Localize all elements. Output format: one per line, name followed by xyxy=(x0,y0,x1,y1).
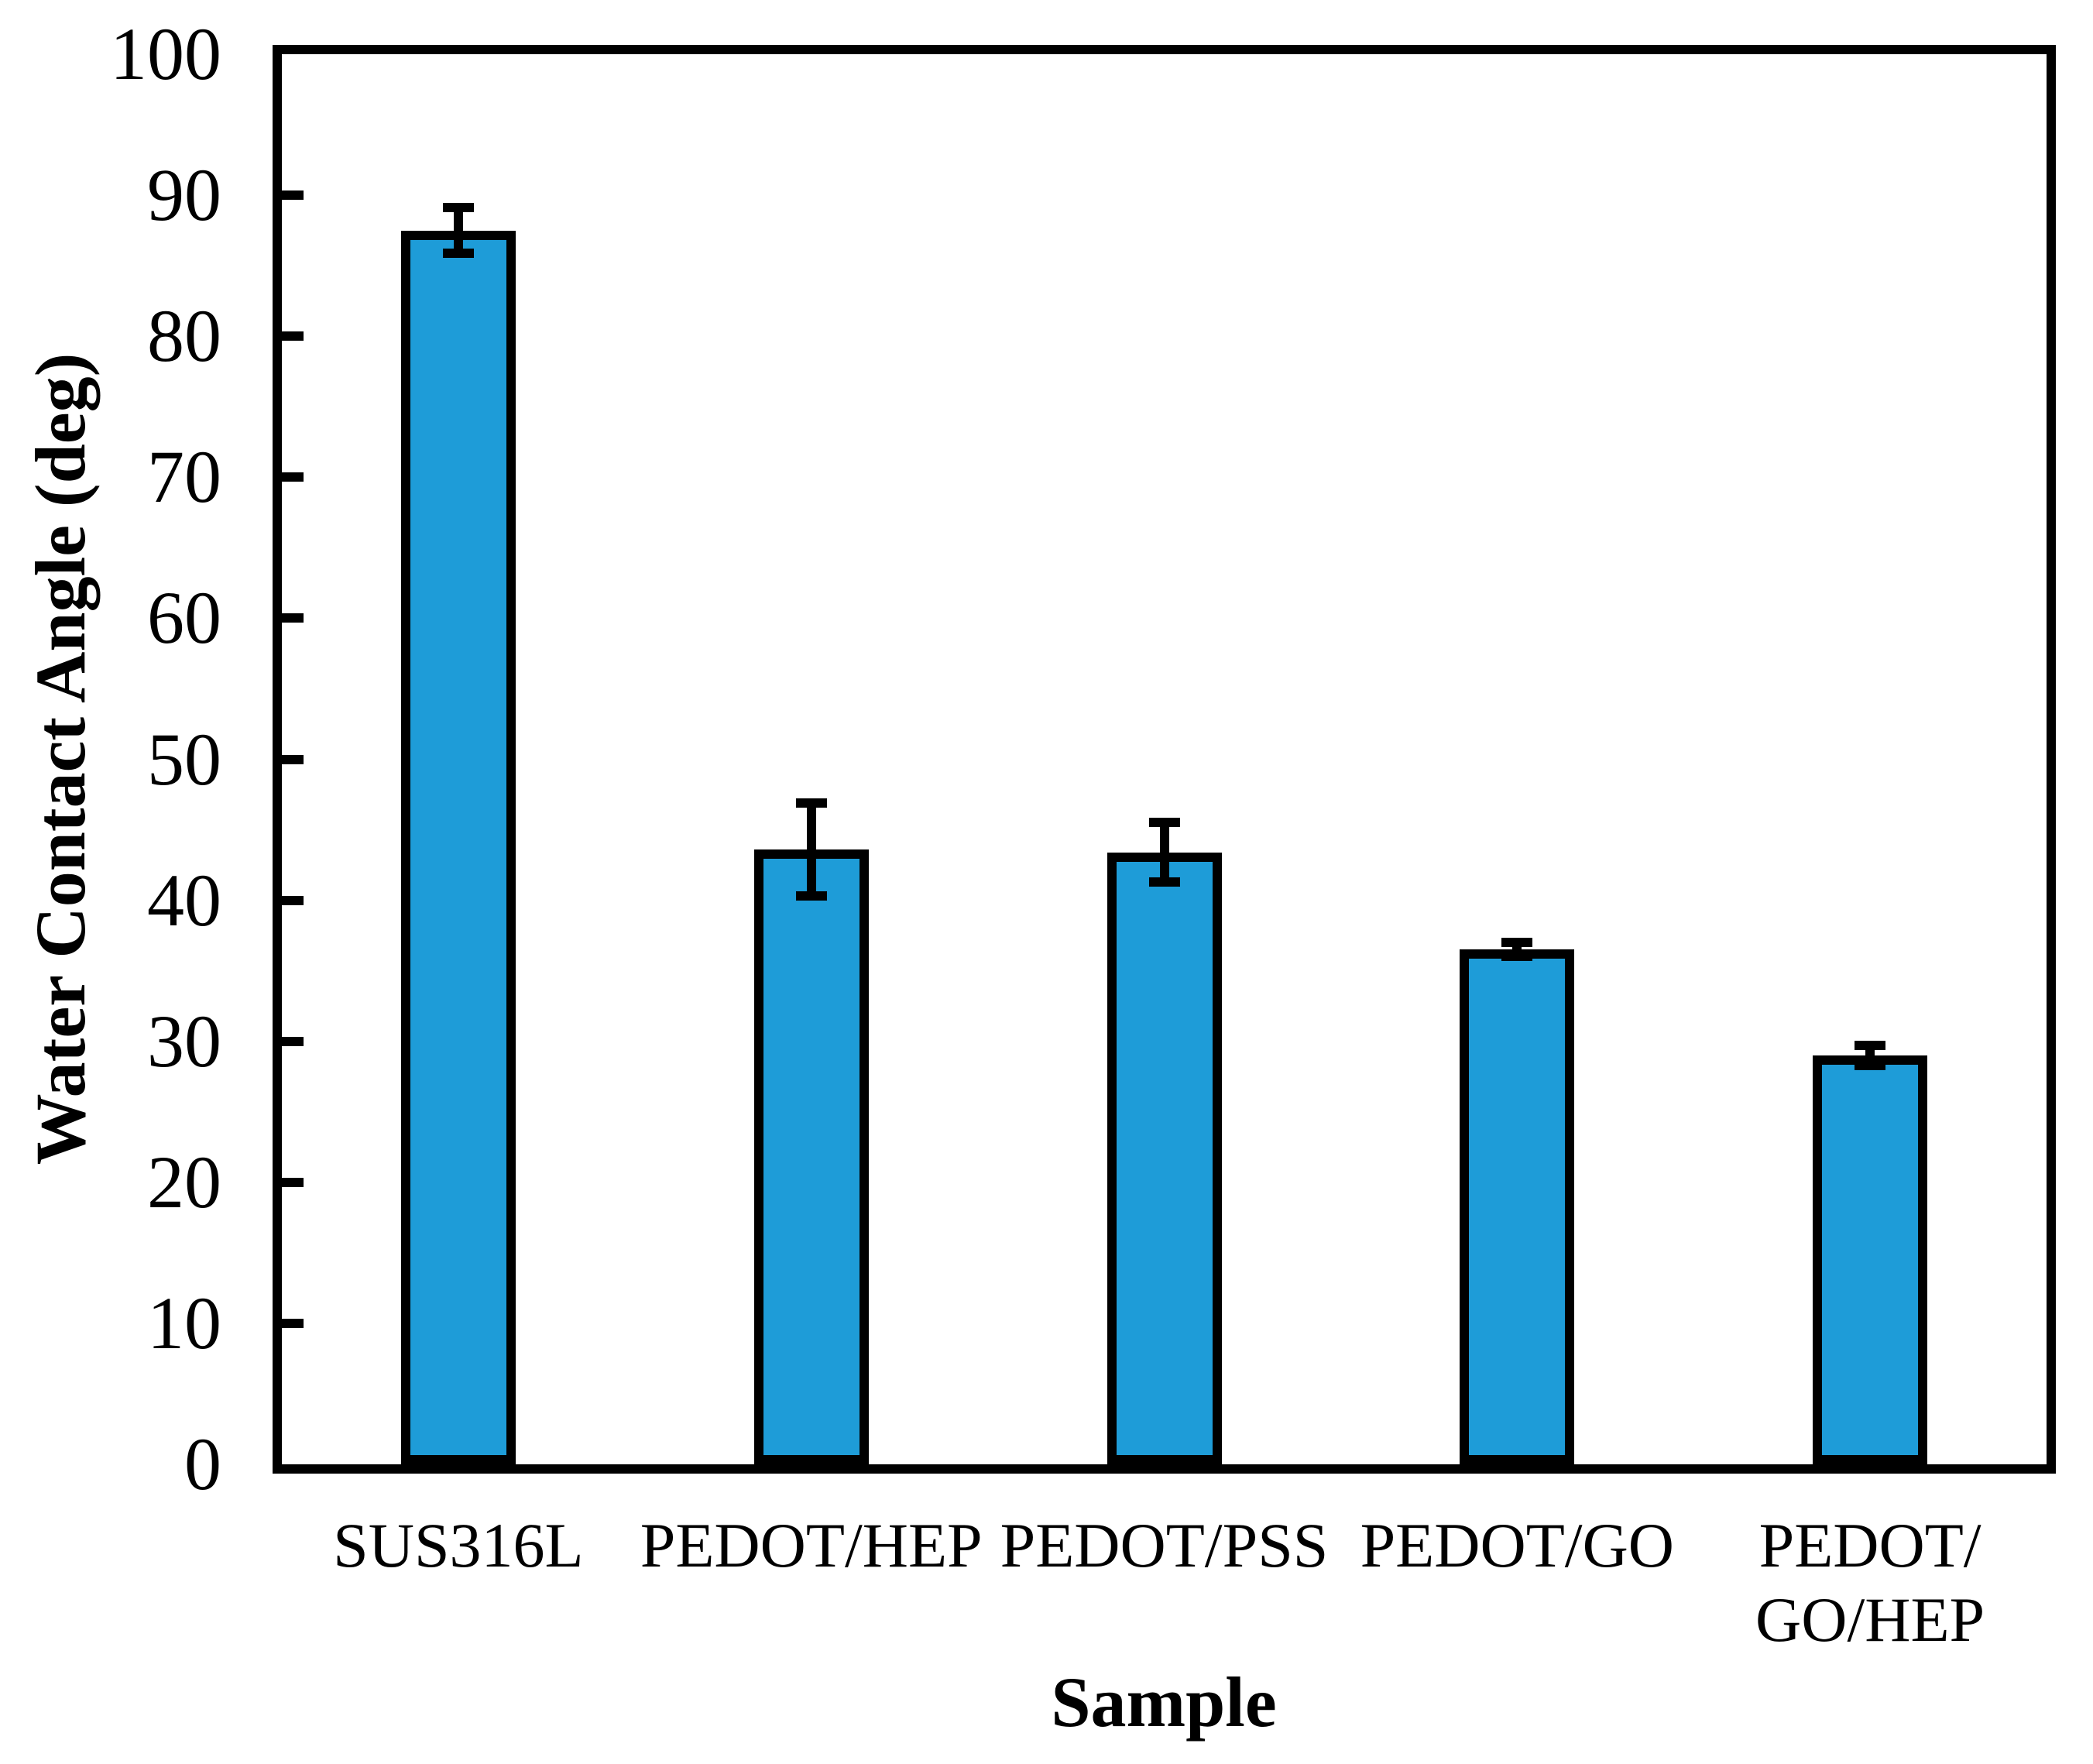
y-axis-tick-60 xyxy=(282,613,304,623)
plot-area xyxy=(282,54,2047,1464)
y-axis-tick-label-0: 0 xyxy=(184,1423,221,1505)
y-axis-tick-label-100: 100 xyxy=(110,12,221,95)
error-bar-pedot-go-top-cap xyxy=(1501,938,1533,948)
bar-sus316l xyxy=(400,230,516,1464)
y-axis-tick-90 xyxy=(282,190,304,201)
y-axis-tick-80 xyxy=(282,331,304,341)
bar-pedot-go-hep xyxy=(1813,1055,1928,1464)
y-axis-tick-label-80: 80 xyxy=(147,294,221,378)
y-axis-tick-label-20: 20 xyxy=(147,1140,221,1223)
error-bar-pedot-pss xyxy=(1159,822,1169,882)
x-axis-tick-label-pedot-hep: PEDOT/HEP xyxy=(640,1510,983,1580)
error-bar-sus316l-bottom-cap xyxy=(442,248,474,258)
error-bar-sus316l xyxy=(453,208,463,253)
y-axis-tick-label-30: 30 xyxy=(147,999,221,1083)
error-bar-pedot-hep-top-cap xyxy=(795,798,827,808)
x-axis-tick-label-pedot-pss: PEDOT/PSS xyxy=(1000,1510,1329,1580)
bar-pedot-go xyxy=(1460,949,1575,1464)
error-bar-pedot-go-bottom-cap xyxy=(1501,952,1533,962)
y-axis-tick-label-60: 60 xyxy=(147,576,221,660)
y-axis-tick-label-90: 90 xyxy=(147,153,221,237)
error-bar-pedot-go-hep-top-cap xyxy=(1855,1041,1886,1051)
x-axis-tick-label-sus316l: SUS316L xyxy=(333,1510,584,1580)
y-axis-tick-40 xyxy=(282,895,304,905)
error-bar-pedot-hep-bottom-cap xyxy=(795,891,827,901)
x-axis-title: Sample xyxy=(1051,1663,1277,1742)
error-bar-sus316l-top-cap xyxy=(442,203,474,213)
y-axis-tick-label-50: 50 xyxy=(147,717,221,801)
error-bar-pedot-pss-bottom-cap xyxy=(1148,877,1180,887)
x-axis-tick-label-pedot-go-hep: PEDOT/GO/HEP xyxy=(1755,1510,1985,1655)
y-axis-tick-10 xyxy=(282,1318,304,1328)
error-bar-pedot-go-hep-bottom-cap xyxy=(1855,1060,1886,1070)
y-axis-tick-label-10: 10 xyxy=(147,1281,221,1364)
bar-pedot-hep xyxy=(753,849,869,1464)
x-axis-tick-label-pedot-go: PEDOT/GO xyxy=(1360,1510,1675,1580)
bar-pedot-pss xyxy=(1107,852,1222,1464)
plot-frame xyxy=(273,45,2056,1474)
error-bar-pedot-hep xyxy=(806,802,816,897)
y-axis-tick-label-70: 70 xyxy=(147,435,221,519)
y-axis-tick-30 xyxy=(282,1036,304,1046)
y-axis-tick-label-40: 40 xyxy=(147,858,221,942)
y-axis-tick-50 xyxy=(282,754,304,764)
y-axis-tick-20 xyxy=(282,1177,304,1187)
error-bar-pedot-pss-top-cap xyxy=(1148,818,1180,828)
error-bar-pedot-go-hep xyxy=(1865,1045,1875,1066)
y-axis-tick-70 xyxy=(282,472,304,482)
